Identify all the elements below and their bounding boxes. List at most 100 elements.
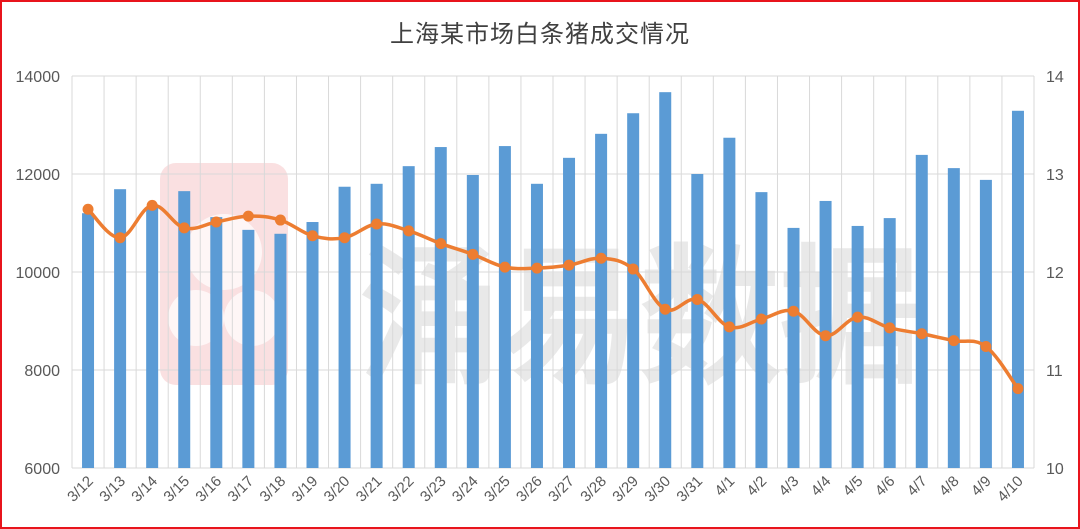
bar (851, 225, 864, 468)
x-tick-label: 4/7 (904, 473, 931, 500)
bar (274, 233, 287, 468)
bar (627, 113, 640, 469)
x-tick-label: 4/5 (840, 473, 867, 500)
gridlines (71, 75, 1035, 469)
line-point (788, 305, 799, 317)
bar (178, 191, 191, 468)
x-tick-label: 3/29 (609, 473, 642, 506)
y2-tick-label: 14 (1046, 69, 1064, 86)
x-tick-label: 3/24 (449, 473, 482, 506)
x-tick-label: 4/6 (872, 473, 899, 500)
x-tick-label: 3/15 (160, 473, 193, 506)
line-series (82, 199, 1024, 395)
bar (691, 174, 704, 468)
x-tick-label: 3/14 (128, 473, 161, 506)
line-point (146, 199, 158, 211)
x-axis: 3/12 3/13 3/14 3/15 3/16 3/17 3/18 3/19 3/20 3/21… (64, 473, 1027, 506)
y-tick-label: 12000 (16, 167, 61, 184)
x-tick-label: 3/17 (225, 473, 258, 506)
x-tick-label: 4/8 (936, 473, 963, 500)
y2-tick-label: 12 (1046, 265, 1064, 282)
line-point (1012, 383, 1024, 395)
line-point (435, 238, 447, 250)
line-point (884, 322, 896, 334)
x-tick-label: 4/9 (968, 473, 995, 500)
line-point (114, 232, 126, 244)
bar (306, 222, 319, 468)
bar (979, 179, 992, 468)
line-point (82, 203, 94, 215)
line-point (499, 261, 511, 273)
y-tick-label: 6000 (24, 461, 60, 478)
y-tick-label: 10000 (16, 265, 61, 282)
bar (659, 92, 672, 469)
x-tick-label: 3/12 (64, 473, 97, 506)
x-tick-label: 3/20 (321, 473, 354, 506)
x-tick-label: 3/31 (673, 473, 706, 506)
line-point (948, 335, 960, 347)
bar (82, 213, 95, 468)
bar (242, 229, 255, 468)
bar (338, 186, 351, 469)
bar (883, 218, 896, 468)
bar (498, 146, 511, 468)
line-point (403, 225, 415, 237)
bar (466, 174, 479, 469)
x-tick-label: 3/26 (513, 473, 546, 506)
line-point (371, 218, 383, 230)
y2-tick-label: 11 (1046, 363, 1063, 380)
x-tick-label: 3/28 (577, 473, 610, 506)
line-point (659, 303, 671, 315)
bar (530, 183, 543, 469)
x-tick-label: 4/10 (994, 473, 1027, 506)
bar (434, 147, 447, 469)
line-point (820, 330, 832, 342)
x-tick-label: 3/13 (96, 473, 129, 506)
line-point (980, 340, 992, 352)
line-point (307, 230, 318, 242)
bar (563, 157, 576, 468)
line-point (563, 259, 575, 271)
y2-tick-label: 13 (1046, 167, 1064, 184)
bar (402, 166, 415, 468)
x-tick-label: 3/21 (353, 473, 386, 506)
y-axis-right: 10 11 12 13 14 (1046, 69, 1064, 478)
x-tick-label: 3/30 (641, 473, 674, 506)
bar (915, 154, 928, 468)
x-tick-label: 3/19 (289, 473, 322, 506)
line-point (178, 222, 190, 234)
line-point (916, 328, 928, 340)
x-tick-label: 3/16 (192, 473, 225, 506)
y-axis-left: 6000 8000 10000 12000 14000 (16, 69, 61, 478)
bar-series (82, 92, 1024, 469)
line-point (755, 313, 767, 325)
line-point (691, 293, 703, 305)
x-tick-label: 4/1 (711, 473, 738, 500)
chart-title: 上海某市场白条猪成交情况 (390, 20, 690, 48)
line-point (531, 262, 543, 274)
x-tick-label: 3/22 (385, 473, 418, 506)
bar (595, 133, 608, 468)
bar (787, 227, 800, 468)
y2-tick-label: 10 (1046, 461, 1064, 478)
line-point (595, 252, 607, 264)
y-tick-label: 14000 (16, 69, 61, 86)
line-point (723, 321, 735, 333)
y-tick-label: 8000 (24, 363, 60, 380)
line-point (627, 263, 639, 275)
bar (210, 217, 223, 468)
line-point (467, 248, 479, 260)
bar (947, 168, 960, 468)
line-point (339, 232, 351, 244)
bar (114, 189, 127, 468)
x-tick-label: 3/18 (257, 473, 290, 506)
bar (1011, 110, 1024, 468)
x-tick-label: 3/27 (545, 473, 578, 506)
line-point (852, 311, 864, 323)
line-point (274, 214, 286, 226)
bar (146, 206, 159, 468)
line-point (210, 216, 222, 228)
x-tick-label: 3/23 (417, 473, 450, 506)
bar (723, 137, 736, 469)
